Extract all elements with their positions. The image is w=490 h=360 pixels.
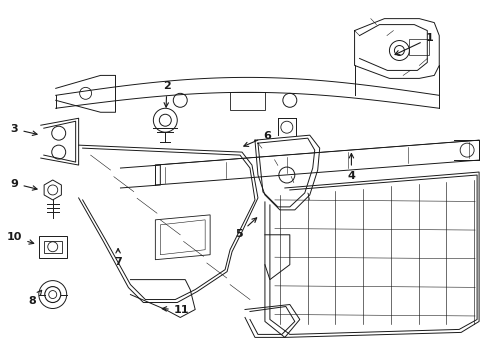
Text: 2: 2 xyxy=(163,81,171,107)
Text: 4: 4 xyxy=(347,154,355,181)
Text: 9: 9 xyxy=(11,179,37,190)
Text: 11: 11 xyxy=(162,305,189,315)
Text: 3: 3 xyxy=(11,124,37,135)
Text: 7: 7 xyxy=(114,248,122,267)
Text: 1: 1 xyxy=(395,33,433,55)
Text: 5: 5 xyxy=(235,218,257,239)
Text: 10: 10 xyxy=(7,232,34,244)
Text: 8: 8 xyxy=(29,290,42,306)
Text: 6: 6 xyxy=(244,131,271,147)
